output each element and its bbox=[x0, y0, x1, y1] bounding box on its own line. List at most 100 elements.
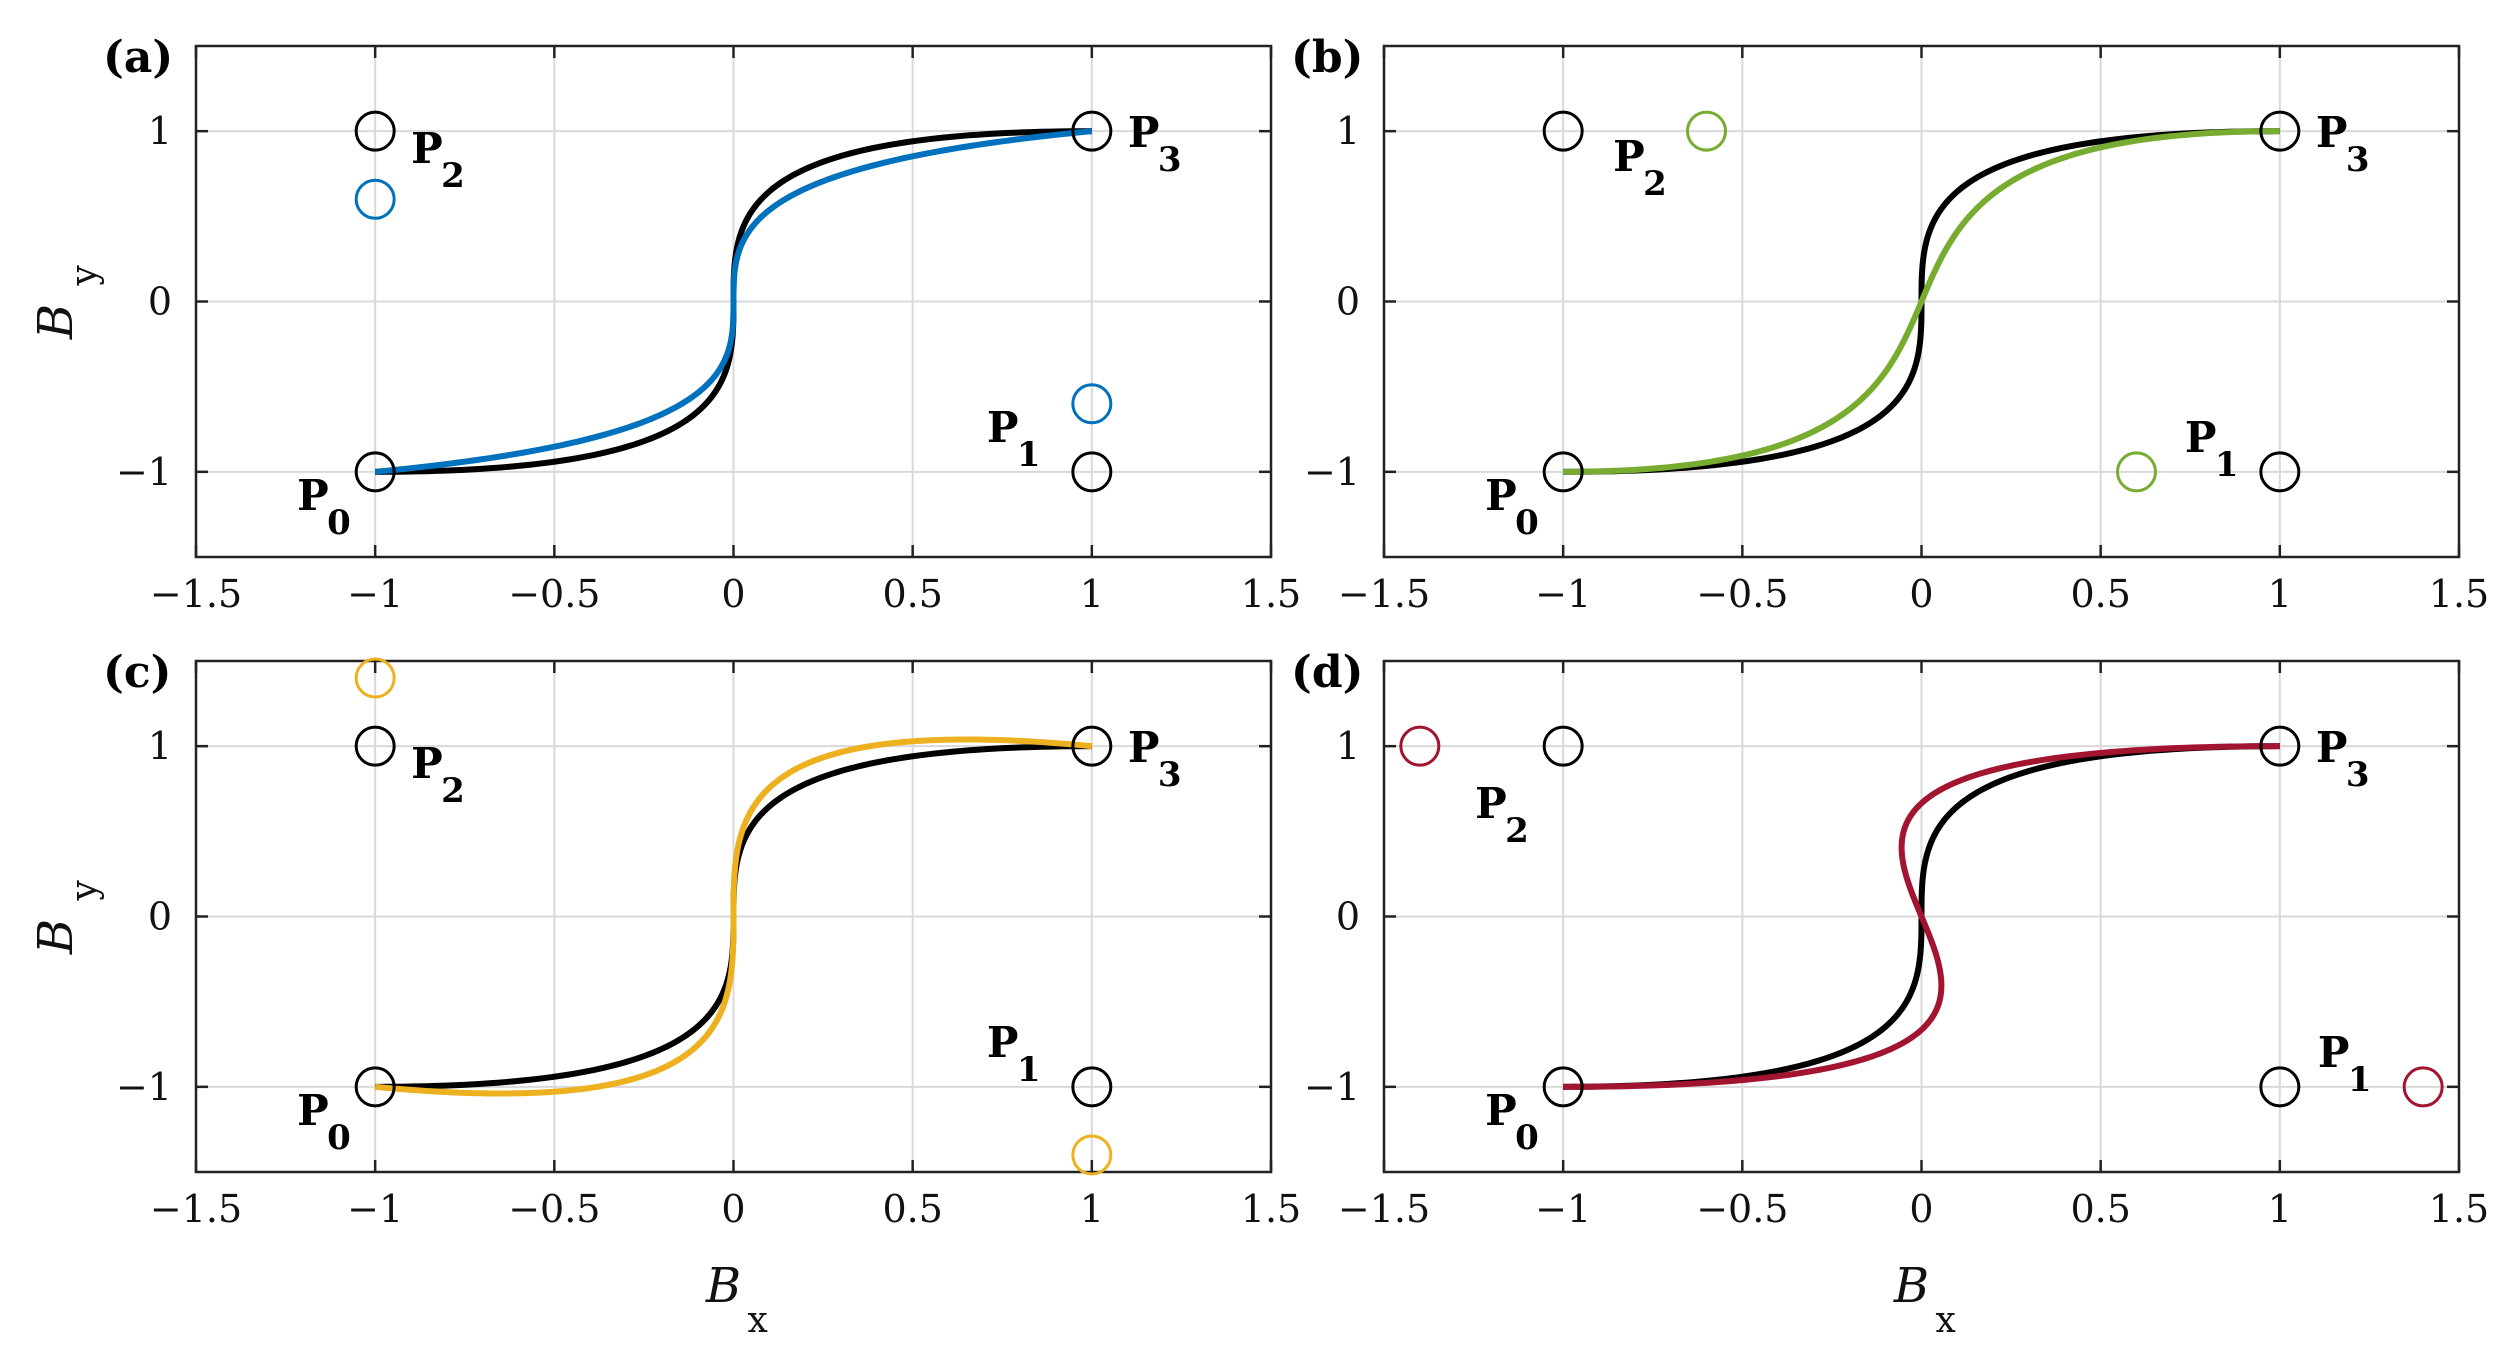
point-label-subscript: 0 bbox=[1515, 503, 1539, 543]
reference-control-point bbox=[1542, 1066, 1584, 1108]
modified-control-point bbox=[354, 657, 396, 699]
point-label-subscript: 2 bbox=[1505, 811, 1529, 851]
point-label-main: P bbox=[1613, 132, 1645, 181]
point-label-main: P bbox=[987, 403, 1019, 452]
x-tick-label: 1 bbox=[2268, 1187, 2292, 1231]
point-label-subscript: 1 bbox=[1017, 435, 1041, 475]
modified-control-point bbox=[2116, 451, 2157, 493]
x-axis-label: Bx bbox=[705, 1258, 768, 1341]
y-axis-label: By bbox=[28, 880, 105, 956]
y-axis-label-subscript: y bbox=[64, 265, 105, 287]
control-point-label: P1 bbox=[2185, 413, 2239, 485]
control-point-label: P3 bbox=[2316, 108, 2370, 180]
x-tick-label: 1.5 bbox=[2429, 572, 2489, 616]
x-axis-label-main: B bbox=[705, 1258, 741, 1314]
reference-control-point bbox=[1071, 451, 1113, 493]
modified-control-point bbox=[354, 178, 396, 220]
x-tick-label: 0 bbox=[721, 1187, 745, 1231]
x-axis-label: Bx bbox=[1893, 1258, 1956, 1341]
reference-control-point bbox=[354, 451, 396, 493]
point-label-main: P bbox=[1128, 723, 1160, 772]
reference-control-point bbox=[1542, 725, 1584, 767]
point-label-subscript: 3 bbox=[2346, 140, 2370, 180]
reference-control-point bbox=[2259, 451, 2301, 493]
point-label-subscript: 1 bbox=[2348, 1060, 2372, 1100]
point-label-main: P bbox=[987, 1018, 1019, 1067]
x-tick-label: −1 bbox=[347, 572, 403, 616]
x-axis-label-subscript: x bbox=[1936, 1300, 1956, 1341]
y-tick-label: −1 bbox=[116, 450, 172, 494]
modified-curve bbox=[374, 128, 1093, 475]
point-label-main: P bbox=[411, 124, 443, 173]
reference-control-point bbox=[1542, 110, 1584, 152]
reference-control-point bbox=[2259, 110, 2301, 152]
panel-label: (a) bbox=[103, 32, 173, 83]
point-label-main: P bbox=[2316, 723, 2348, 772]
x-tick-label: 0.5 bbox=[882, 572, 942, 616]
y-tick-label: 0 bbox=[148, 280, 172, 324]
modified-control-point bbox=[1399, 725, 1441, 767]
x-tick-label: −0.5 bbox=[1696, 1187, 1788, 1231]
x-tick-label: −0.5 bbox=[1696, 572, 1788, 616]
control-point-label: P0 bbox=[297, 1086, 351, 1158]
point-label-subscript: 0 bbox=[327, 1118, 351, 1158]
point-label-main: P bbox=[2318, 1028, 2350, 1077]
y-tick-label: −1 bbox=[1304, 450, 1360, 494]
control-point-label: P0 bbox=[297, 471, 351, 543]
control-point-label: P3 bbox=[1128, 723, 1182, 795]
x-tick-label: 0 bbox=[1909, 572, 1933, 616]
control-point-label: P1 bbox=[987, 403, 1041, 475]
point-label-main: P bbox=[1475, 779, 1507, 828]
control-point-label: P3 bbox=[1128, 108, 1182, 180]
x-tick-label: −1.5 bbox=[1338, 1187, 1430, 1231]
reference-control-point bbox=[354, 1066, 396, 1108]
y-axis-label-subscript: y bbox=[64, 880, 105, 902]
y-tick-label: 1 bbox=[148, 724, 172, 768]
control-point-label: P0 bbox=[1485, 1086, 1539, 1158]
point-label-main: P bbox=[297, 471, 329, 520]
modified-curve bbox=[1563, 743, 2280, 1090]
x-axis-label-main: B bbox=[1893, 1258, 1929, 1314]
y-tick-label: 1 bbox=[1336, 724, 1360, 768]
x-tick-label: −1 bbox=[347, 1187, 403, 1231]
panel-label: (b) bbox=[1291, 32, 1363, 83]
x-tick-label: −0.5 bbox=[508, 572, 600, 616]
x-tick-label: 1 bbox=[2268, 572, 2292, 616]
x-tick-label: −1 bbox=[1535, 1187, 1591, 1231]
y-tick-label: 0 bbox=[1336, 280, 1360, 324]
point-label-main: P bbox=[1128, 108, 1160, 157]
point-label-main: P bbox=[411, 739, 443, 788]
panel-label: (c) bbox=[103, 647, 171, 698]
point-label-subscript: 2 bbox=[441, 771, 465, 811]
x-tick-label: 0 bbox=[1909, 1187, 1933, 1231]
control-point-label: P1 bbox=[2318, 1028, 2372, 1100]
point-label-subscript: 3 bbox=[1158, 755, 1182, 795]
point-label-subscript: 3 bbox=[1158, 140, 1182, 180]
reference-control-point bbox=[354, 110, 396, 152]
control-point-label: P2 bbox=[411, 124, 465, 196]
point-label-subscript: 2 bbox=[1643, 164, 1667, 204]
x-tick-label: 0.5 bbox=[2070, 572, 2130, 616]
control-point-label: P1 bbox=[987, 1018, 1041, 1090]
y-tick-label: 1 bbox=[148, 109, 172, 153]
point-label-main: P bbox=[2185, 413, 2217, 462]
y-axis-label-main: B bbox=[28, 304, 84, 340]
y-axis-label: By bbox=[28, 265, 105, 341]
modified-control-point bbox=[1686, 110, 1727, 152]
x-tick-label: 0 bbox=[721, 572, 745, 616]
point-label-main: P bbox=[1485, 471, 1517, 520]
point-label-main: P bbox=[2316, 108, 2348, 157]
x-tick-label: 0.5 bbox=[882, 1187, 942, 1231]
x-axis-label-subscript: x bbox=[748, 1300, 768, 1341]
reference-control-point bbox=[2259, 1066, 2301, 1108]
point-label-main: P bbox=[1485, 1086, 1517, 1135]
x-tick-label: −0.5 bbox=[508, 1187, 600, 1231]
control-point-label: P3 bbox=[2316, 723, 2370, 795]
point-label-subscript: 3 bbox=[2346, 755, 2370, 795]
y-tick-label: −1 bbox=[116, 1065, 172, 1109]
